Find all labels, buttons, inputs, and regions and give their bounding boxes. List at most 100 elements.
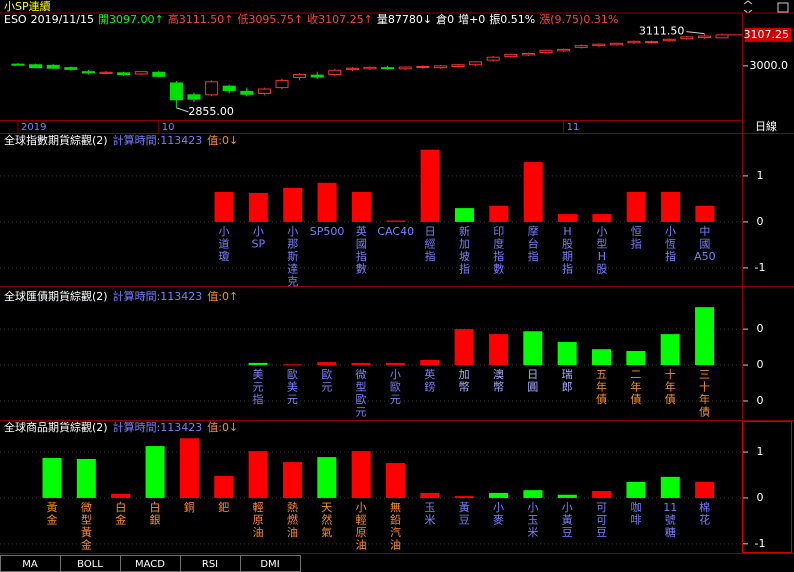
bar: [385, 362, 405, 366]
category-label: 小道瓊: [219, 225, 230, 263]
tab-label[interactable]: MA: [22, 559, 38, 570]
category-label: 黃豆: [459, 501, 470, 527]
quote-field: 量87780↓: [377, 13, 432, 26]
bar: [317, 457, 337, 498]
tab-label[interactable]: RSI: [202, 559, 218, 570]
category-label: 日經指: [425, 225, 436, 263]
candle-body: [451, 64, 465, 67]
category-label: 瑞郎: [562, 367, 573, 394]
candle-body: [433, 65, 447, 69]
category-label: 英國指數: [356, 224, 367, 276]
panel-header: 全球匯債期貨綜觀(2): [4, 289, 108, 303]
bar: [351, 192, 371, 222]
quote-field: ESO: [4, 13, 27, 26]
candle-body: [117, 72, 131, 76]
candle-body: [257, 88, 271, 94]
category-label: 新加坡指: [459, 224, 470, 276]
annotation: 2855.00: [188, 105, 234, 118]
candle-body: [152, 71, 166, 77]
candle-body: [592, 43, 606, 47]
candle-body: [363, 66, 377, 70]
candle-body: [275, 79, 289, 89]
tab-label[interactable]: MACD: [135, 559, 165, 570]
period-label: 日線: [755, 119, 777, 133]
panel-header: 值:0↓: [207, 421, 238, 434]
x-tick-label: 2019: [21, 122, 46, 133]
panel-header: 計算時間:113423: [113, 133, 203, 147]
quote-field: 2019/11/15: [31, 13, 94, 26]
candle-body: [662, 38, 676, 42]
category-label: 小 SP: [252, 225, 266, 251]
candle-body: [99, 71, 113, 74]
candle-body: [416, 65, 430, 68]
bar: [248, 362, 268, 366]
bar: [592, 349, 611, 366]
category-label: 十年債: [665, 367, 676, 406]
bar: [489, 205, 509, 222]
bar: [488, 334, 508, 366]
quote-field: 振0.51%: [489, 12, 535, 26]
category-label: 加幣: [459, 368, 470, 394]
bar: [214, 475, 234, 498]
category-label: 玉米: [424, 501, 435, 527]
candle-body: [574, 45, 588, 48]
candle-body: [134, 71, 148, 75]
panel-header: 全球指數期貨綜觀(2): [4, 133, 108, 147]
category-label: 美元指: [253, 368, 264, 406]
y-tick-label: 1: [757, 445, 764, 458]
category-label: 小麥: [493, 501, 504, 527]
category-label: 11 號糖: [663, 501, 677, 539]
candle-body: [222, 85, 236, 91]
quote-field: 漲(9.75)0.31%: [539, 13, 618, 26]
category-label: 五年債: [596, 368, 607, 406]
category-label: 澳幣: [493, 368, 504, 394]
bar: [76, 458, 96, 498]
tab-label[interactable]: BOLL: [77, 559, 103, 570]
y-tick-label: -1: [755, 537, 766, 550]
candle-body: [697, 35, 711, 39]
candle-body: [205, 81, 219, 96]
quote-field: 倉0: [436, 12, 454, 26]
quote-field: 開3097.00↑: [98, 13, 164, 26]
candle-body: [11, 63, 25, 66]
bar: [386, 463, 405, 498]
y-tick-label: 0: [757, 394, 764, 407]
category-label: 微型黃金: [81, 500, 92, 552]
candle-body: [539, 49, 553, 54]
last-price-box: [745, 27, 791, 42]
quote-field: 增+0: [458, 12, 485, 26]
bar: [695, 481, 715, 498]
bar: [454, 496, 474, 498]
category-label: 銅: [184, 500, 195, 514]
candle-body: [645, 41, 659, 44]
x-tick-label: 10: [162, 122, 175, 133]
bar: [557, 494, 577, 498]
panel-header: 值:0↑: [207, 290, 238, 303]
category-label: 熱燃油: [287, 501, 298, 539]
y-tick-label: 0: [757, 215, 764, 228]
candle-body: [64, 67, 78, 70]
category-label: 中國 A50: [694, 225, 716, 263]
bar: [454, 208, 474, 222]
candle-body: [169, 82, 183, 101]
category-label: 天然氣: [321, 501, 332, 539]
category-label: 小黃豆: [562, 501, 573, 539]
bar: [351, 362, 371, 366]
category-label: 日圓: [527, 368, 538, 394]
category-label: 歐元: [321, 367, 332, 394]
bar: [248, 192, 268, 222]
panel-header: 計算時間:113423: [113, 289, 203, 303]
quote-field: 低3095.75↑: [237, 13, 303, 26]
tab-label[interactable]: DMI: [260, 559, 279, 570]
category-label: 小恆指: [665, 225, 676, 263]
annotation-leader: [686, 31, 705, 35]
bar: [179, 438, 199, 498]
annotation: 3111.50: [639, 25, 685, 38]
category-label: 可可豆: [596, 501, 607, 539]
category-label: 白銀: [150, 500, 161, 527]
bar: [626, 192, 646, 222]
bar: [523, 162, 543, 222]
category-label: 二年債: [630, 368, 641, 406]
bar: [282, 462, 302, 498]
